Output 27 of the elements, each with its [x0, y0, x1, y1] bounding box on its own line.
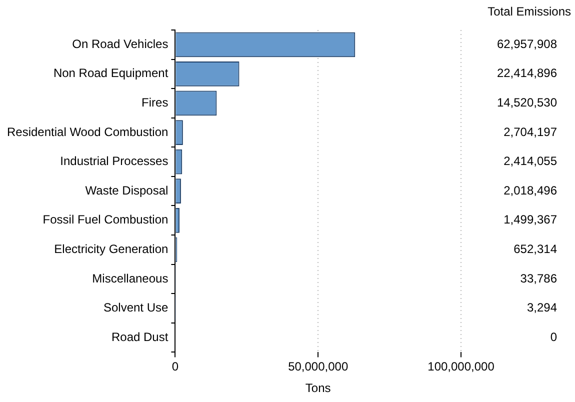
y-tick-label: Road Dust — [111, 330, 169, 344]
y-tick-label: Industrial Processes — [60, 154, 168, 168]
y-tick-label: Electricity Generation — [54, 242, 168, 256]
text: Total Emissions — [488, 4, 571, 18]
y-tick-label: Fires — [142, 96, 168, 110]
y-tick-label: Solvent Use — [103, 300, 169, 315]
y-tick-label: Miscellaneous — [92, 271, 168, 286]
y-tick-label: Residential Wood Combustion — [6, 124, 168, 139]
data-label: 652,314 — [514, 242, 558, 256]
x-tick-label: 0 — [172, 360, 179, 374]
y-tick-label: Non Road Equipment — [53, 66, 169, 80]
data-label: 2,018,496 — [504, 183, 558, 198]
data-label: 0 — [550, 330, 558, 344]
data-label: 2,704,197 — [504, 124, 558, 139]
data-label: 22,414,896 — [496, 66, 558, 80]
x-tick-label: 100,000,000 — [428, 360, 495, 374]
data-label: 2,414,055 — [504, 154, 558, 168]
data-label: 62,957,908 — [496, 36, 558, 51]
y-tick-label: On Road Vehicles — [72, 36, 168, 51]
data-label: 1,499,367 — [504, 212, 558, 227]
data-label: 14,520,530 — [496, 96, 558, 110]
x-tick-label: 50,000,000 — [288, 360, 348, 374]
data-label: 3,294 — [526, 300, 558, 315]
y-tick-label: Fossil Fuel Combustion — [42, 212, 168, 227]
x-axis-title: Tons — [305, 381, 331, 396]
y-tick-label: Waste Disposal — [85, 183, 168, 198]
data-label: 33,786 — [520, 271, 558, 286]
